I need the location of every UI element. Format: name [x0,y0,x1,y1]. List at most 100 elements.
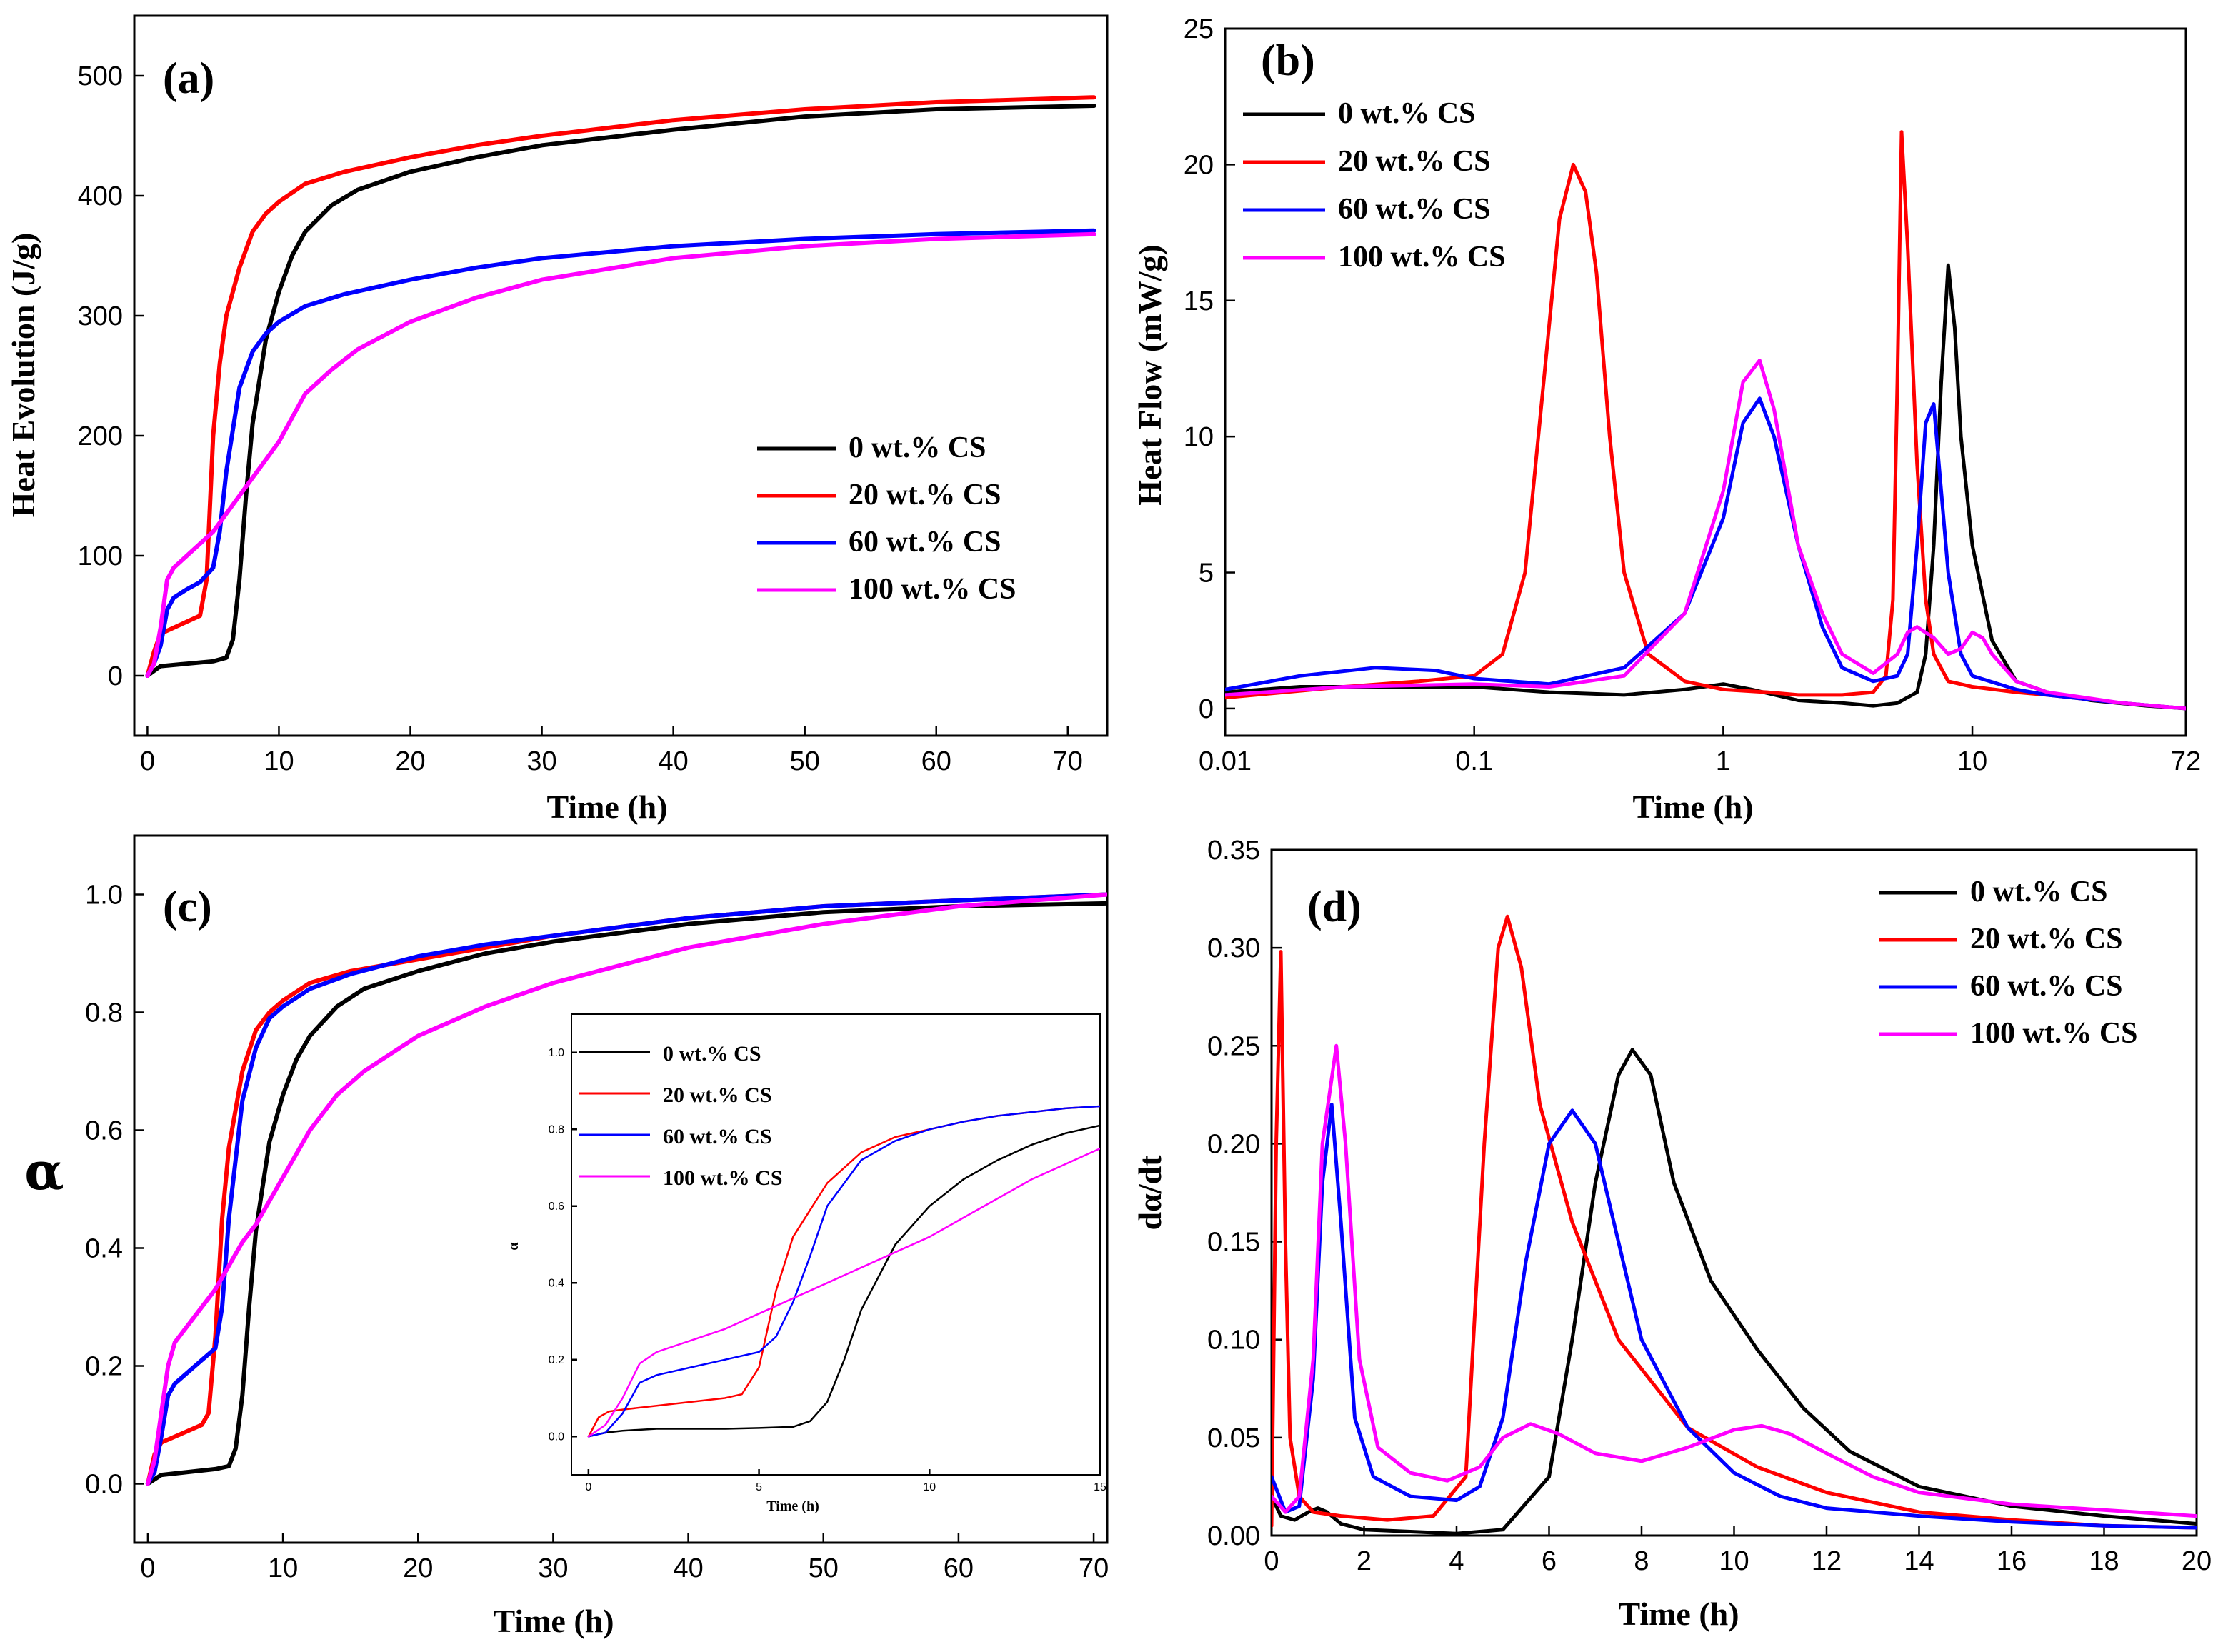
x-axis-title: Time (h) [766,1498,819,1514]
series-line-20-wt-cs [1225,130,2186,711]
series-line-0-wt-cs [1272,1048,2197,1536]
y-tick-label: 20 [1184,150,1214,180]
series-line-100-wt-cs [1272,1043,2197,1518]
legend-label: 20 wt.% CS [663,1083,772,1107]
legend-label: 60 wt.% CS [1970,970,2123,1003]
legend-label: 0 wt.% CS [1970,876,2108,908]
x-tick-label: 2 [1357,1546,1372,1576]
x-tick-label: 10 [268,1553,298,1583]
y-tick-label: 0.4 [549,1277,564,1289]
x-tick-label: 18 [2089,1546,2119,1576]
legend-label: 100 wt.% CS [663,1166,783,1190]
panel-d: 0 2 4 6 8 10 12 14 16 18 20 0.00 0.05 0.10 0.15 0.20 0.2… [1132,836,2212,1632]
y-tick-label: 0.0 [85,1470,123,1500]
x-tick-label: 20 [395,746,425,776]
y-tick-label: 0.10 [1207,1326,1260,1356]
y-tick-label: 0.15 [1207,1228,1260,1258]
y-tick-label: 100 [78,541,123,571]
series-line-100-wt-cs [145,231,1096,678]
y-tick-label: 0.8 [549,1123,564,1136]
legend-label: 100 wt.% CS [849,573,1016,606]
plot-frame [133,834,1109,1544]
legend-label: 20 wt.% CS [1970,923,2123,956]
x-tick-label: 10 [1957,746,1987,776]
legend-label: 100 wt.% CS [1970,1017,2138,1050]
x-tick-label: 0 [585,1481,591,1493]
x-tick-label: 20 [403,1553,433,1583]
y-axis-title: α [506,1242,521,1250]
y-tick-label: 0.4 [85,1234,123,1264]
x-tick-label: 70 [1053,746,1083,776]
x-tick-label: 30 [538,1553,568,1583]
legend-label: 0 wt.% CS [1338,97,1476,130]
x-tick-label: 50 [809,1553,839,1583]
y-tick-label: 0.6 [85,1116,123,1146]
x-tick-label: 5 [756,1481,762,1493]
series-line-0-wt-cs [1225,263,2186,711]
y-tick-label: 10 [1184,422,1214,452]
series-line-60-wt-cs [1272,1103,2197,1530]
legend-label: 60 wt.% CS [1338,193,1491,226]
panel-c-inset: 0 5 10 15 0.0 0.2 0.4 0.6 0.8 1.0 Time (h) α 0 wt.% … [506,1013,1106,1514]
series-line-0-wt-cs [587,1124,1100,1438]
series-line-60-wt-cs [145,892,1107,1486]
y-axis-title: Heat Flow (mW/g) [1132,244,1168,505]
series-line-20-wt-cs [145,95,1096,678]
y-tick-label: 5 [1199,559,1214,589]
y-tick-label: 0.0 [549,1431,564,1443]
y-tick-label: 500 [78,61,123,91]
series-line-0-wt-cs [145,104,1096,678]
x-tick-label: 0 [140,1553,155,1583]
y-tick-label: 0.2 [549,1354,564,1366]
panel-label: (d) [1307,883,1362,931]
x-tick-label: 10 [923,1481,936,1493]
y-tick-label: 0.05 [1207,1423,1260,1453]
plot-frame [1224,27,2187,737]
x-tick-label: 1 [1716,746,1731,776]
x-axis-title: Time (h) [546,789,667,825]
x-tick-label: 50 [790,746,820,776]
legend-label: 0 wt.% CS [663,1042,761,1066]
legend-label: 20 wt.% CS [1338,145,1491,178]
y-tick-label: 0.6 [549,1201,564,1213]
y-tick-label: 0 [108,661,123,691]
x-tick-label: 0.1 [1455,746,1493,776]
y-tick-label: 0.00 [1207,1521,1260,1551]
x-tick-label: 10 [1719,1546,1749,1576]
x-tick-label: 6 [1542,1546,1557,1576]
x-tick-label: 4 [1449,1546,1464,1576]
x-tick-label: 12 [1812,1546,1842,1576]
x-tick-label: 0 [140,746,155,776]
x-tick-label: 40 [658,746,688,776]
series-line-100-wt-cs [587,1147,1100,1438]
x-tick-label: 10 [264,746,294,776]
series-line-60-wt-cs [587,1105,1100,1438]
series-line-60-wt-cs [1225,396,2186,711]
x-tick-label: 70 [1079,1553,1109,1583]
y-axis-title: dα/dt [1132,1155,1168,1231]
panel-label: (a) [163,54,214,103]
inset-frame [571,1013,1101,1476]
y-tick-label: 0 [1199,694,1214,724]
x-axis-title: Time (h) [1632,789,1753,825]
series-line-100-wt-cs [145,892,1107,1486]
y-tick-label: 400 [78,181,123,211]
y-tick-label: 300 [78,301,123,331]
legend-label: 0 wt.% CS [849,431,986,464]
panel-label: (b) [1261,36,1315,85]
series-line-0-wt-cs [145,901,1107,1486]
series-line-100-wt-cs [1225,359,2186,711]
y-axis-title: Heat Evolution (J/g) [5,233,41,518]
y-tick-label: 0.2 [85,1352,123,1382]
panel-b: 0.01 0.1 1 10 72 0 5 10 15 20 25 Time (h) Heat Flow … [1132,14,2201,825]
y-tick-label: 1.0 [549,1047,564,1059]
series-line-20-wt-cs [1272,914,2197,1530]
y-tick-label: 1.0 [85,881,123,911]
plot-frame [133,14,1109,737]
x-tick-label: 16 [1997,1546,2027,1576]
panel-a: 0 10 20 30 40 50 60 70 0 100 200 300 400 500 Time (h) H… [5,14,1109,825]
legend-label: 20 wt.% CS [849,479,1001,511]
legend-label: 100 wt.% CS [1338,241,1506,274]
x-tick-label: 0 [1264,1546,1279,1576]
